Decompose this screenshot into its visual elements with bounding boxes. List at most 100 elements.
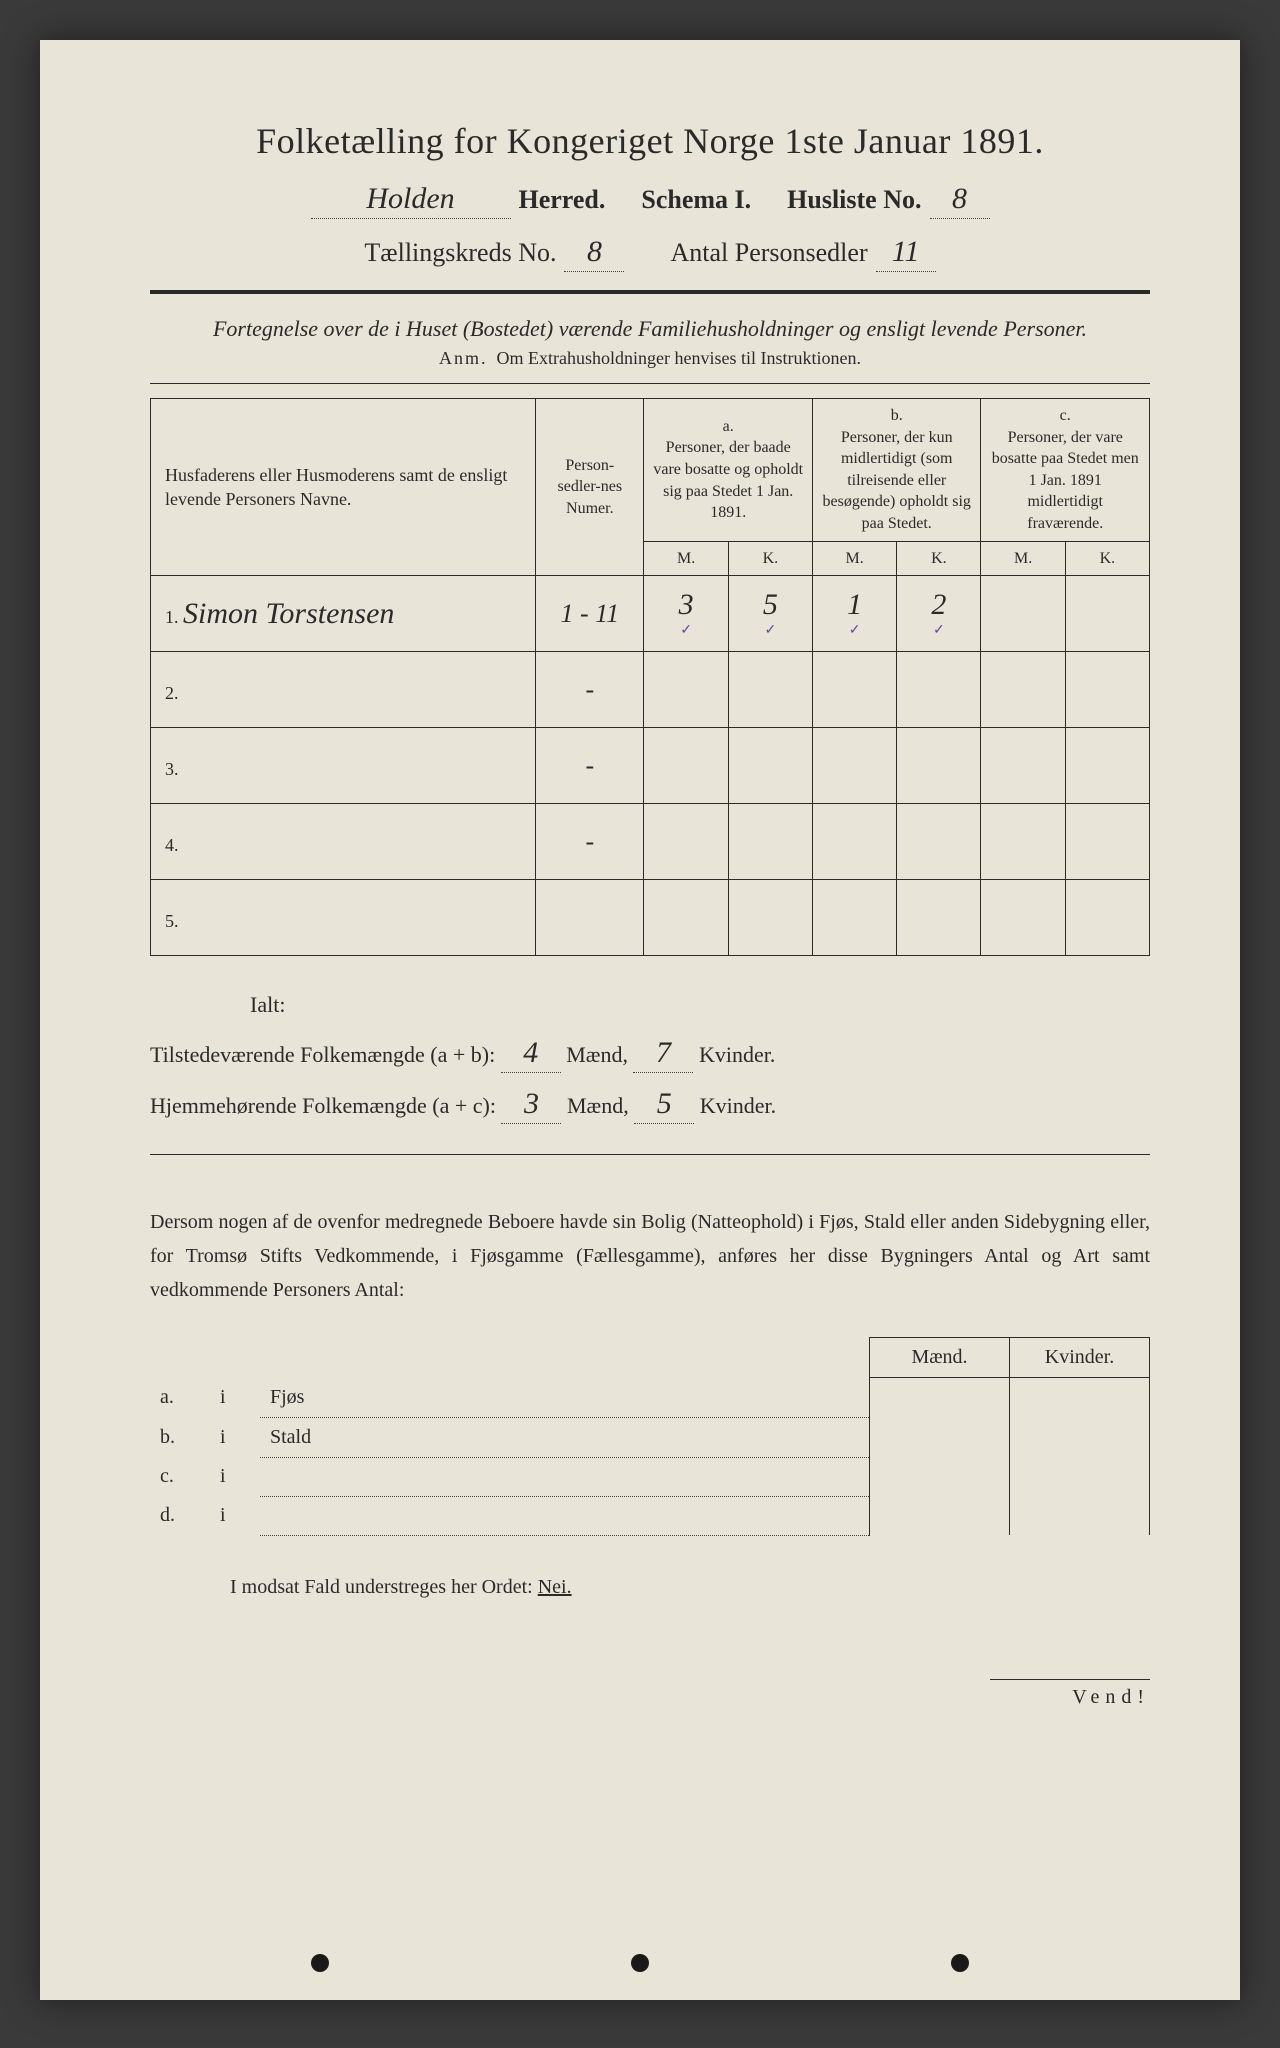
bt-i: i: [210, 1378, 260, 1418]
bt-label: [260, 1496, 870, 1535]
col-numer: Person-sedler-nes Numer.: [536, 399, 644, 576]
row-bM: [812, 804, 896, 880]
row-bM: 1✓: [812, 576, 896, 652]
bt-m: [870, 1417, 1010, 1457]
row-aK: 5✓: [728, 576, 812, 652]
row-aM: [644, 652, 728, 728]
group-b-text: Personer, der kun midlertidigt (som tilr…: [821, 427, 973, 535]
herred-label: Herred.: [519, 185, 606, 215]
row-aM: 3✓: [644, 576, 728, 652]
b-m: M.: [812, 541, 896, 576]
group-b-letter: b.: [821, 405, 973, 427]
antal-label: Antal Personsedler: [670, 238, 867, 268]
group-c-text: Personer, der vare bosatte paa Stedet me…: [989, 427, 1141, 535]
a-m: M.: [644, 541, 728, 576]
bt-key: d.: [150, 1496, 210, 1535]
row-numer: -: [536, 728, 644, 804]
row-numer: [536, 880, 644, 956]
row-cM: [981, 804, 1065, 880]
bottom-row: a. i Fjøs: [150, 1378, 1150, 1418]
kvinder-label: Kvinder.: [699, 1042, 775, 1067]
census-table: Husfaderens eller Husmoderens samt de en…: [150, 398, 1150, 956]
vend: Vend!: [990, 1679, 1150, 1709]
kreds-value: 8: [564, 235, 624, 272]
paragraph: Dersom nogen af de ovenfor medregnede Be…: [150, 1205, 1150, 1307]
husliste-label: Husliste No.: [787, 185, 921, 215]
bt-label: Fjøs: [260, 1378, 870, 1418]
row-cM: [981, 728, 1065, 804]
row-numer: -: [536, 804, 644, 880]
table-row: 3. -: [151, 728, 1150, 804]
row-cM: [981, 652, 1065, 728]
bt-label: Stald: [260, 1417, 870, 1457]
row-aM: [644, 804, 728, 880]
row-name-cell: 4.: [151, 804, 536, 880]
modsat-line: I modsat Fald understreges her Ordet: Ne…: [230, 1576, 1150, 1599]
row-aK: [728, 880, 812, 956]
row-cM: [981, 880, 1065, 956]
census-form-page: Folketælling for Kongeriget Norge 1ste J…: [40, 40, 1240, 2000]
herred-value: Holden: [311, 182, 511, 219]
antal-value: 11: [876, 235, 936, 272]
bt-i: i: [210, 1457, 260, 1496]
bottom-row: c. i: [150, 1457, 1150, 1496]
bt-m: [870, 1457, 1010, 1496]
line1-k: 7: [633, 1036, 693, 1073]
line2-m: 3: [501, 1087, 561, 1124]
maend-label: Mænd,: [566, 1042, 628, 1067]
bottom-row: d. i: [150, 1496, 1150, 1535]
line1-label: Tilstedeværende Folkemængde (a + b):: [150, 1042, 495, 1067]
bt-m: [870, 1378, 1010, 1418]
row-bM: [812, 728, 896, 804]
row-bM: [812, 652, 896, 728]
meta-row-1: Holden Herred. Schema I. Husliste No. 8: [150, 182, 1150, 219]
punch-holes: [40, 1954, 1240, 1972]
maend-label-2: Mænd,: [567, 1093, 629, 1118]
divider-thin-2: [150, 1154, 1150, 1155]
bt-kvinder: Kvinder.: [1010, 1338, 1150, 1378]
table-row: 2. -: [151, 652, 1150, 728]
row-aK: [728, 652, 812, 728]
c-k: K.: [1065, 541, 1149, 576]
group-b: b. Personer, der kun midlertidigt (som t…: [812, 399, 981, 542]
row-cK: [1065, 652, 1149, 728]
row-aM: [644, 880, 728, 956]
group-c: c. Personer, der vare bosatte paa Stedet…: [981, 399, 1150, 542]
bt-key: c.: [150, 1457, 210, 1496]
bt-label: [260, 1457, 870, 1496]
row-cK: [1065, 880, 1149, 956]
row-bK: 2✓: [897, 576, 981, 652]
kreds-label: Tællingskreds No.: [364, 238, 556, 268]
divider-thin: [150, 383, 1150, 384]
hole-icon: [951, 1954, 969, 1972]
row-aK: [728, 728, 812, 804]
table-row: 4. -: [151, 804, 1150, 880]
hole-icon: [631, 1954, 649, 1972]
subtitle: Fortegnelse over de i Huset (Bostedet) v…: [150, 316, 1150, 342]
bt-m: [870, 1496, 1010, 1535]
line2-k: 5: [634, 1087, 694, 1124]
row-numer: -: [536, 652, 644, 728]
bt-maend: Mænd.: [870, 1338, 1010, 1378]
bt-k: [1010, 1496, 1150, 1535]
bottom-table: Mænd. Kvinder. a. i Fjøs b. i Stald c. i…: [150, 1337, 1150, 1536]
row-bK: [897, 804, 981, 880]
nei-word: Nei.: [538, 1576, 572, 1598]
a-k: K.: [728, 541, 812, 576]
group-c-letter: c.: [989, 405, 1141, 427]
row-cK: [1065, 728, 1149, 804]
row-name-cell: 3.: [151, 728, 536, 804]
row-bK: [897, 880, 981, 956]
bt-k: [1010, 1378, 1150, 1418]
totals: Ialt: Tilstedeværende Folkemængde (a + b…: [150, 992, 1150, 1124]
row-name-cell: 2.: [151, 652, 536, 728]
total-line-1: Tilstedeværende Folkemængde (a + b): 4 M…: [150, 1036, 1150, 1073]
b-k: K.: [897, 541, 981, 576]
divider: [150, 290, 1150, 294]
row-bK: [897, 652, 981, 728]
bt-k: [1010, 1417, 1150, 1457]
c-m: M.: [981, 541, 1065, 576]
bottom-row: b. i Stald: [150, 1417, 1150, 1457]
modsat-text: I modsat Fald understreges her Ordet:: [230, 1576, 533, 1598]
table-row: 5.: [151, 880, 1150, 956]
